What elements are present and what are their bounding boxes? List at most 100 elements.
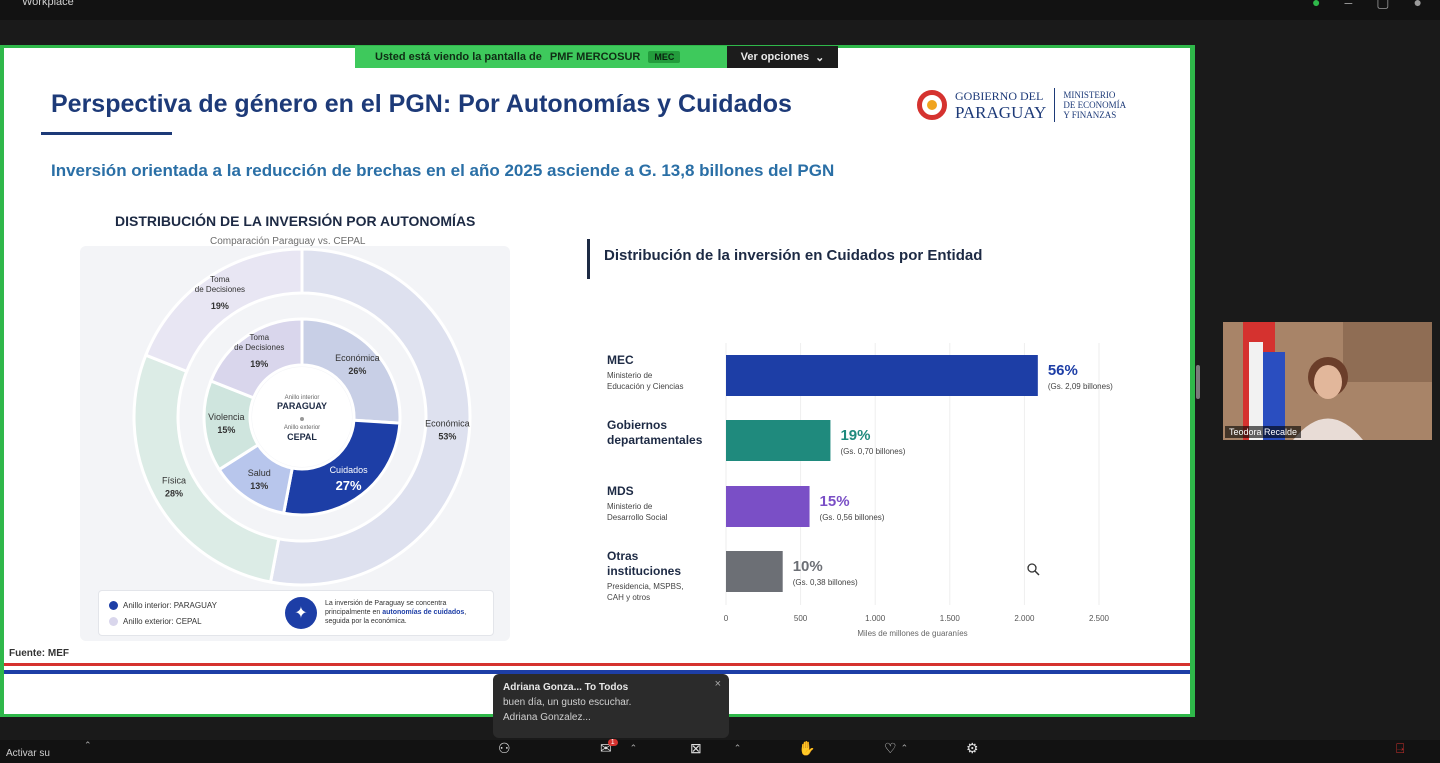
participants-button[interactable]: ⚇: [498, 740, 511, 757]
entity-name-3: Otras: [607, 549, 639, 563]
entity-name-2: MDS: [607, 484, 634, 498]
panel-resize-handle[interactable]: [1196, 365, 1200, 399]
center-inner-caption: Anillo interior: [285, 395, 320, 401]
bar-3: [726, 551, 783, 592]
x-axis-label: Miles de millones de guaraníes: [857, 629, 967, 638]
minimize-icon[interactable]: –: [1344, 0, 1353, 10]
center-outer-caption: Anillo exterior: [284, 425, 320, 431]
inner-label-toma-de-decisiones-l2: de Decisiones: [234, 343, 284, 352]
app-title: Workplace: [22, 0, 74, 8]
inner-value-violencia: 15%: [217, 425, 235, 435]
presenter-tag: MEC: [648, 51, 681, 63]
x-tick-4: 2.000: [1014, 614, 1035, 623]
bar-pct-3: 10%: [793, 558, 823, 575]
inner-slice-economica: [300, 317, 402, 425]
inner-slice-toma-de-decisiones: [208, 317, 304, 400]
entity-desc1-0: Ministerio de: [607, 371, 653, 380]
legend-outer-swatch: [109, 617, 118, 626]
view-options-label: Ver opciones: [740, 51, 810, 63]
chat-button[interactable]: ✉ 1 ⌃: [600, 739, 638, 756]
entity-name-1: Gobiernos: [607, 418, 667, 432]
entity-name2-1: departamentales: [607, 433, 703, 447]
bar-amount-1: (Gs. 0,70 billones): [840, 447, 905, 456]
settings-button[interactable]: ⚙: [966, 740, 979, 757]
bar-chart: 0 500 1.000 1.500 2.000 2.500 Miles de millone…: [607, 343, 1113, 638]
source-note: Fuente: MEF: [9, 648, 69, 659]
logo-divider: [1054, 88, 1056, 122]
meeting-toolbar: Activar su ⌃ ⚇ ✉ 1 ⌃ ⊠ ⌃ ✋ ♡ ⌃ ⚙ ⍈: [0, 739, 1440, 763]
outer-label-economica: Económica: [425, 419, 470, 429]
close-icon[interactable]: ●: [1413, 0, 1422, 10]
bar-amount-2: (Gs. 0,56 billones): [820, 513, 885, 522]
heart-icon: ♡: [884, 740, 897, 756]
inner-label-violencia: Violencia: [208, 412, 244, 422]
share-screen-button[interactable]: ⊠ ⌃: [690, 740, 742, 756]
entity-name2-3: instituciones: [607, 564, 681, 578]
entity-desc1-2: Ministerio de: [607, 502, 653, 511]
zoom-cursor-lens: [1027, 563, 1037, 573]
window-controls: ● – ▢ ●: [1312, 0, 1422, 11]
shared-screen: Perspectiva de género en el PGN: Por Aut…: [0, 45, 1195, 717]
donut-chart-title: DISTRIBUCIÓN DE LA INVERSIÓN POR AUTONOM…: [115, 213, 476, 229]
inner-value-cuidados: 27%: [336, 478, 362, 493]
zoom-cursor-icon: [1027, 563, 1040, 576]
reactions-button[interactable]: ♡ ⌃: [884, 740, 909, 756]
stripe-red: [4, 663, 1190, 666]
participants-icon: ⚇: [498, 740, 511, 756]
chat-icon: ✉: [600, 740, 612, 756]
chat-notification[interactable]: Adriana Gonza... To Todos buen día, un g…: [493, 674, 729, 738]
ministry-name: MINISTERIO DE ECONOMÍA Y FINANZAS: [1063, 90, 1126, 120]
center-inner-label: PARAGUAY: [277, 401, 327, 411]
chevron-up-icon[interactable]: ⌃: [84, 740, 92, 750]
legend-outer: Anillo exterior: CEPAL: [109, 617, 202, 626]
maximize-icon[interactable]: ▢: [1376, 0, 1390, 10]
bar-title-rule: [587, 239, 590, 279]
gear-icon: ⚙: [966, 740, 979, 756]
entity-desc2-3: CAH y otros: [607, 593, 650, 602]
ministry-line-1: MINISTERIO: [1063, 90, 1116, 100]
toolbar-label: Activar su: [6, 748, 50, 759]
zoom-cursor-handle: [1034, 570, 1040, 576]
bar-amount-3: (Gs. 0,38 billones): [793, 578, 858, 587]
bar-1: [726, 420, 831, 461]
raise-hand-button[interactable]: ✋: [798, 740, 815, 757]
x-tick-3: 1.500: [940, 614, 961, 623]
view-options-button[interactable]: Ver opciones ⌄: [727, 46, 838, 68]
bar-chart-title: Distribución de la inversión en Cuidados…: [604, 247, 983, 264]
donut-note-post: , seguida por la económica.: [325, 609, 467, 625]
outer-value-economica: 53%: [438, 432, 456, 442]
donut-chart-subtitle: Comparación Paraguay vs. CEPAL: [210, 236, 366, 247]
slide-subtitle: Inversión orientada a la reducción de br…: [51, 161, 835, 180]
center-divider-dot: [300, 417, 304, 421]
gov-name: GOBIERNO DEL PARAGUAY: [955, 89, 1046, 121]
legend-inner-label: Anillo interior: PARAGUAY: [123, 601, 217, 610]
donut-note: La inversión de Paraguay se concentra pr…: [325, 599, 490, 626]
bar-0: [726, 355, 1038, 396]
ministry-line-3: Y FINANZAS: [1063, 110, 1117, 120]
hand-icon: ✋: [798, 740, 816, 756]
presentation-slide: Perspectiva de género en el PGN: Por Aut…: [4, 48, 1190, 714]
legend-outer-label: Anillo exterior: CEPAL: [123, 617, 202, 626]
stripe-white: [4, 666, 1190, 670]
inner-value-economica: 26%: [348, 366, 366, 376]
close-icon[interactable]: ×: [714, 678, 721, 690]
outer-value-fisica: 28%: [165, 488, 183, 498]
x-tick-0: 0: [724, 614, 729, 623]
info-seal-icon: ✦: [285, 597, 317, 629]
leave-button[interactable]: ⍈: [1396, 740, 1404, 757]
center-outer-label: CEPAL: [287, 432, 317, 442]
inner-value-toma-de-decisiones: 19%: [250, 359, 268, 369]
outer-slice-economica: [268, 247, 472, 587]
seal-icon: [917, 90, 947, 120]
viewing-text: Usted está viendo la pantalla de: [375, 51, 542, 63]
entity-desc1-3: Presidencia, MSPBS,: [607, 582, 683, 591]
share-screen-icon: ⊠: [690, 740, 702, 756]
title-bar: Workplace ● – ▢ ●: [0, 0, 1440, 20]
participant-video[interactable]: Teodora Recalde: [1223, 322, 1432, 440]
entity-desc2-0: Educación y Ciencias: [607, 382, 683, 391]
status-dot-icon: ●: [1312, 0, 1321, 10]
inner-label-economica: Económica: [335, 353, 380, 363]
presenter-name: PMF MERCOSUR: [549, 51, 641, 63]
